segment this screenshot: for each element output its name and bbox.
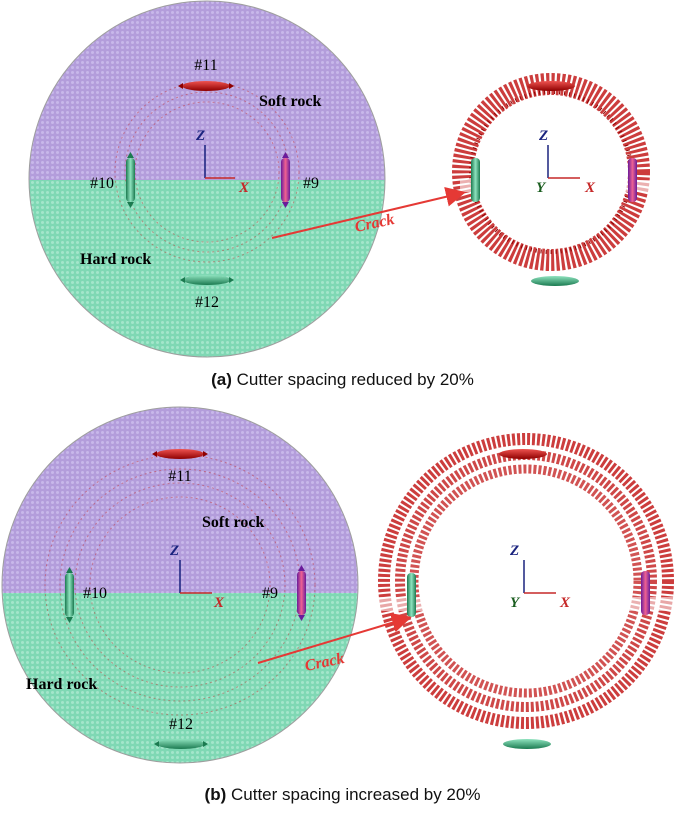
soft-rock-label: Soft rock (259, 93, 321, 110)
axis-z-label: Z (195, 128, 205, 144)
cutter-label-12: #12 (195, 294, 219, 311)
crack-ring-b-cutter-left (407, 573, 416, 617)
panel-a: #11 Soft rock #10 #9 Hard rock #12 Z X C… (0, 0, 685, 405)
cutter-label-11: #11 (194, 57, 217, 74)
cutter-9 (281, 152, 290, 208)
cutter-11 (152, 449, 208, 459)
caption-a-text: Cutter spacing reduced by 20% (236, 370, 474, 389)
panel-b: #11 Soft rock #10 #9 Hard rock #12 Z X C… (0, 405, 685, 814)
caption-b: (b) Cutter spacing increased by 20% (0, 785, 685, 805)
ring-axis-x-label: X (559, 595, 571, 611)
cutter-12 (180, 275, 234, 285)
cutter-label-9: #9 (303, 175, 319, 192)
axes-disc-a (204, 145, 235, 179)
panel-b-figure: #11 Soft rock #10 #9 Hard rock #12 Z X C… (1, 406, 680, 764)
hard-rock-label: Hard rock (80, 251, 151, 268)
crack-ring-a-cutter-top (527, 81, 575, 91)
crack-ring-b (370, 433, 680, 729)
crack-ring-a-cutter-left (471, 158, 480, 202)
axes-ring-b (523, 560, 556, 594)
axes-ring-a (547, 145, 580, 179)
cutter-11 (178, 81, 234, 91)
ring-axis-x-label: X (584, 180, 596, 196)
cutter-label-10: #10 (83, 585, 107, 602)
axes-disc-b (179, 560, 212, 594)
hard-rock-label: Hard rock (26, 676, 97, 693)
axis-x-label: X (238, 180, 250, 196)
ring-axis-y-label: Y (536, 180, 547, 196)
cutter-10 (126, 152, 135, 208)
crack-ring-b-cutter-bottom (503, 739, 551, 749)
hard-rock-region (29, 180, 385, 357)
crack-ring-a-cutter-bottom (531, 276, 579, 286)
axis-z-label: Z (169, 543, 179, 559)
cutter-label-10: #10 (90, 175, 114, 192)
crack-arrow-b (257, 613, 412, 664)
ring-axis-z-label: Z (509, 543, 519, 559)
panel-a-figure: #11 Soft rock #10 #9 Hard rock #12 Z X C… (28, 0, 660, 358)
ring-axis-z-label: Z (538, 128, 548, 144)
axis-x-label: X (213, 595, 225, 611)
caption-a-tag: (a) (211, 370, 232, 389)
crack-ring-a-cutter-right (628, 158, 637, 202)
caption-b-text: Cutter spacing increased by 20% (230, 785, 481, 804)
cutter-9 (297, 565, 306, 621)
cutter-label-11: #11 (168, 468, 191, 485)
soft-rock-label: Soft rock (202, 514, 264, 531)
cutter-10 (65, 567, 74, 623)
crack-ring-b-cutter-right (641, 571, 650, 615)
cutter-label-12: #12 (169, 716, 193, 733)
cutter-12 (154, 739, 208, 749)
crack-ring-b-cutter-top (499, 449, 547, 459)
ring-axis-y-label: Y (510, 595, 521, 611)
caption-a: (a) Cutter spacing reduced by 20% (0, 370, 685, 390)
caption-b-tag: (b) (204, 785, 227, 804)
cutter-label-9: #9 (262, 585, 278, 602)
crack-arrow-a (271, 186, 466, 239)
